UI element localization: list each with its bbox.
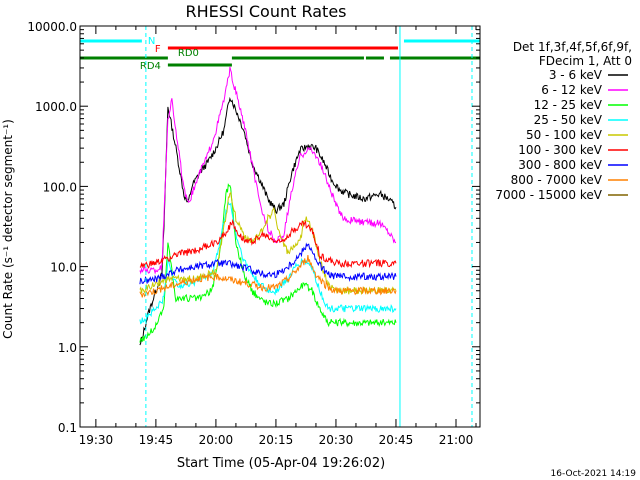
legend-label: 25 - 50 keV — [534, 113, 603, 127]
n-flag-label: N — [148, 36, 155, 47]
legend-label: 300 - 800 keV — [518, 158, 602, 172]
x-tick-label: 20:30 — [319, 433, 354, 447]
legend-label: 6 - 12 keV — [541, 83, 603, 97]
x-tick-label: 20:15 — [259, 433, 294, 447]
legend-header: FDecim 1, Att 0 — [539, 54, 632, 68]
chart-title: RHESSI Count Rates — [186, 2, 347, 21]
x-tick-label: 19:45 — [139, 433, 174, 447]
y-tick-label: 1000.0 — [35, 100, 77, 114]
x-tick-label: 20:45 — [379, 433, 414, 447]
legend-label: 3 - 6 keV — [549, 68, 603, 82]
x-axis-label: Start Time (05-Apr-04 19:26:02) — [177, 456, 385, 471]
series-line — [139, 183, 397, 343]
flag-bars: NF RD0 RD4 — [80, 36, 480, 72]
series-line — [139, 242, 397, 285]
series-line — [139, 191, 397, 296]
f-flag-label: F — [155, 44, 161, 55]
data-layer — [139, 66, 397, 346]
rd0-flag-label: RD0 — [178, 48, 199, 59]
y-tick-label: 10.0 — [50, 261, 77, 275]
timestamp: 16-Oct-2021 14:19 — [551, 469, 637, 479]
y-tick-label: 100.0 — [43, 180, 77, 194]
x-tick-label: 21:00 — [439, 433, 474, 447]
y-axis-label: Count Rate (s⁻¹ detector segment⁻¹) — [1, 119, 15, 339]
plot-frame — [79, 25, 481, 428]
axes: 19:30 19:45 20:00 20:15 20:30 20:45 21:00 0.1 1.… — [27, 20, 480, 447]
x-tick-label: 20:00 — [199, 433, 234, 447]
y-tick-label: 0.1 — [58, 421, 77, 435]
legend-label: 7000 - 15000 keV — [495, 188, 602, 202]
y-tick-label: 1.0 — [58, 341, 77, 355]
legend: Det 1f,3f,4f,5f,6f,9f,FDecim 1, Att 03 -… — [495, 40, 632, 202]
x-tick-label: 19:30 — [79, 433, 114, 447]
series-line — [139, 218, 397, 269]
y-tick-label: 10000.0 — [27, 20, 77, 34]
legend-label: 100 - 300 keV — [518, 143, 602, 157]
series-line — [139, 96, 397, 346]
rd4-flag-label: RD4 — [140, 61, 161, 72]
series-line — [139, 255, 397, 298]
legend-label: 800 - 7000 keV — [511, 173, 603, 187]
legend-label: 50 - 100 keV — [526, 128, 603, 142]
legend-label: 12 - 25 keV — [534, 98, 603, 112]
legend-header: Det 1f,3f,4f,5f,6f,9f, — [513, 40, 632, 54]
